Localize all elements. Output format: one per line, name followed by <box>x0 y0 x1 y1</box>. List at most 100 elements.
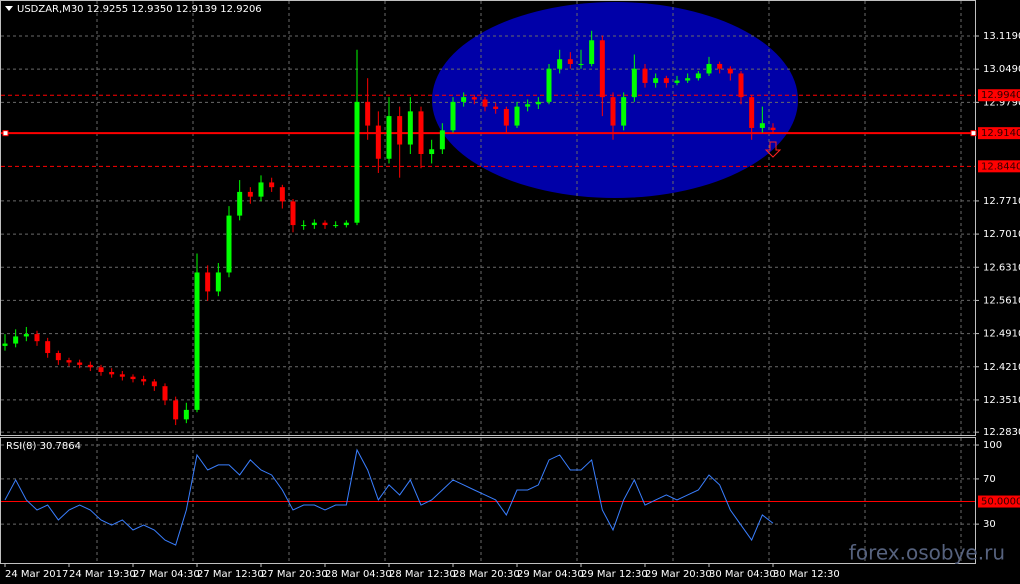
candle-body <box>727 68 733 74</box>
candle-body <box>717 63 723 69</box>
candle-body <box>247 191 253 197</box>
candle-body <box>130 376 136 380</box>
candle-body <box>578 63 584 65</box>
candle-body <box>546 68 552 102</box>
candle-body <box>55 353 61 361</box>
candle-body <box>183 409 189 420</box>
candle-body <box>674 80 680 83</box>
y-tick-label: 12.4910 <box>983 329 1020 340</box>
y-tick-label: 12.7710 <box>983 196 1020 207</box>
level-label: 12.9940 <box>981 90 1020 101</box>
x-tick-label: 30 Mar 04:30 <box>709 569 776 580</box>
level-label-bg <box>978 89 1020 102</box>
candle-body <box>162 386 168 401</box>
candle-body <box>503 108 509 126</box>
level-label: 12.8440 <box>981 161 1020 172</box>
y-tick-label: 12.7010 <box>983 229 1020 240</box>
y-tick-label: 12.6310 <box>983 262 1020 273</box>
level-label-bg <box>978 127 1020 140</box>
candle-body <box>621 97 627 126</box>
candle-body <box>450 101 456 131</box>
candle-body <box>77 362 83 365</box>
y-tick-label: 12.3510 <box>983 395 1020 406</box>
candle-body <box>205 272 211 292</box>
candle-body <box>194 272 200 410</box>
x-tick-label: 29 Mar 04:30 <box>517 569 584 580</box>
y-tick-label: 100 <box>983 440 1002 451</box>
candle-body <box>642 68 648 83</box>
level-label-bg <box>978 160 1020 173</box>
candle-body <box>215 272 221 292</box>
candle-body <box>141 379 147 382</box>
candle-body <box>301 225 307 227</box>
x-tick-label: 24 Mar 19:30 <box>69 569 136 580</box>
level-label: 50.0000 <box>981 497 1020 508</box>
rsi-line <box>4 448 774 546</box>
candle-body <box>290 201 296 226</box>
x-tick-label: 27 Mar 04:30 <box>133 569 200 580</box>
candle-body <box>311 222 317 226</box>
candle-body <box>333 225 339 227</box>
rsi-title: RSI(8) 30.7864 <box>6 441 81 452</box>
candle-body <box>397 116 403 145</box>
y-tick-label: 70 <box>983 474 996 485</box>
candle-body <box>226 215 232 273</box>
candle-body <box>109 371 115 375</box>
x-tick-label: 27 Mar 12:30 <box>197 569 264 580</box>
candle-body <box>322 222 328 226</box>
x-tick-label: 28 Mar 12:30 <box>389 569 456 580</box>
level-label: 12.9140 <box>981 128 1020 139</box>
candle-body <box>610 97 616 126</box>
candle-body <box>567 59 573 64</box>
down-arrow <box>764 141 782 158</box>
menu-triangle <box>5 6 13 11</box>
y-tick-label: 13.0490 <box>983 64 1020 75</box>
candle-body <box>493 106 499 109</box>
candle-body <box>738 73 744 98</box>
x-tick-label: 30 Mar 12:30 <box>773 569 840 580</box>
candle-body <box>599 40 605 98</box>
y-tick-label: 12.5610 <box>983 295 1020 306</box>
y-tick-label: 12.4210 <box>983 362 1020 373</box>
candle-body <box>343 222 349 226</box>
candle-body <box>663 78 669 83</box>
candle-body <box>685 78 691 81</box>
candle-body <box>173 400 179 420</box>
candle-body <box>461 97 467 102</box>
candle-body <box>34 334 40 342</box>
candle-body <box>535 101 541 105</box>
y-tick-label: 13.1190 <box>983 31 1020 42</box>
candle-body <box>514 106 520 126</box>
candle-body <box>557 59 563 69</box>
chart-title: USDZAR,M30 12.9255 12.9350 12.9139 12.92… <box>17 4 262 15</box>
candle-body <box>439 130 445 150</box>
candle-body <box>375 125 381 159</box>
candle-body <box>525 104 531 107</box>
x-tick-label: 28 Mar 20:30 <box>453 569 520 580</box>
level-label-bg <box>978 495 1020 508</box>
candle-body <box>429 149 435 155</box>
candle-body <box>279 187 285 202</box>
candle-body <box>237 191 243 216</box>
candle-body <box>365 101 371 126</box>
candle-body <box>471 97 477 100</box>
candle-body <box>482 99 488 107</box>
candle-body <box>418 111 424 155</box>
candle-body <box>269 182 275 188</box>
candle-body <box>386 116 392 159</box>
candle-body <box>23 334 29 337</box>
y-tick-label: 12.9790 <box>983 97 1020 108</box>
x-tick-label: 29 Mar 20:30 <box>645 569 712 580</box>
x-tick-label: 27 Mar 20:30 <box>261 569 328 580</box>
candle-body <box>706 63 712 74</box>
candle-body <box>589 40 595 64</box>
candle-body <box>258 182 264 197</box>
main-panel-frame <box>0 0 976 436</box>
candle-body <box>151 381 157 387</box>
level-handle <box>2 130 9 137</box>
rsi-panel-frame <box>0 437 976 564</box>
candle-body <box>407 111 413 145</box>
candle-body <box>631 68 637 98</box>
candle-body <box>119 374 125 377</box>
